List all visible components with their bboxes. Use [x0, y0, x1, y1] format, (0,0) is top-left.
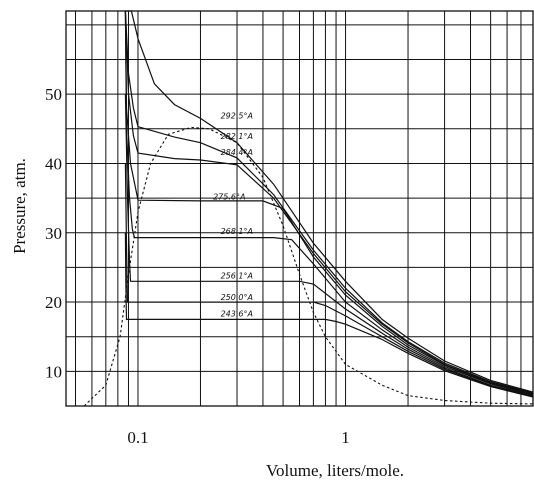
isotherm-label: 250.0°A	[221, 293, 253, 302]
isotherm-line	[125, 10, 534, 393]
tick-labels: 10 20 30 40 50 0.1 1	[45, 85, 350, 447]
coexistence-boundary	[83, 126, 534, 407]
isotherm-line	[124, 94, 534, 397]
isotherm-line	[124, 163, 534, 397]
isotherm-label: 275.6°A	[213, 192, 245, 201]
isotherm-curves	[124, 10, 534, 398]
isotherm-line	[124, 10, 534, 395]
isotherm-line	[124, 10, 534, 395]
isotherm-label: 284.4°A	[221, 148, 253, 157]
coexistence-region	[83, 126, 534, 407]
y-axis-title: Pressure, atm.	[10, 158, 29, 254]
y-tick-label: 30	[45, 224, 62, 243]
isotherm-label: 256.1°A	[221, 271, 253, 280]
y-tick-label: 50	[45, 85, 62, 104]
x-tick-label: 1	[341, 428, 350, 447]
isotherm-line	[124, 10, 534, 396]
isotherm-label: 268.1°A	[221, 227, 253, 236]
isotherm-label: 282.1°A	[221, 132, 253, 141]
isotherm-label: 243.6°A	[221, 310, 253, 319]
isotherm-labels: 292.5°A 282.1°A 284.4°A 275.6°A 268.1°A 256.1…	[213, 111, 253, 318]
x-axis-title: Volume, liters/mole.	[266, 461, 404, 480]
grid	[66, 11, 533, 406]
y-tick-label: 20	[45, 293, 62, 312]
isotherm-line	[124, 10, 534, 394]
y-tick-label: 40	[45, 154, 62, 173]
x-tick-label: 0.1	[127, 428, 148, 447]
plot-frame	[65, 10, 534, 407]
isotherm-line	[124, 232, 534, 398]
isotherm-label: 292.5°A	[221, 111, 253, 120]
y-tick-label: 10	[45, 362, 62, 381]
